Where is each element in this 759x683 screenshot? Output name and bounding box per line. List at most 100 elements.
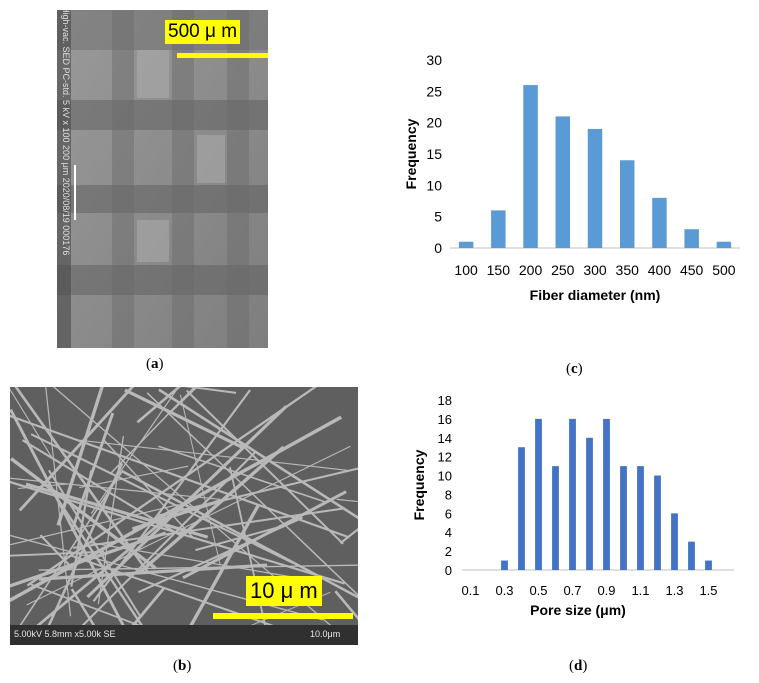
scale-bar-a (177, 53, 268, 58)
bar (637, 466, 644, 570)
sem-image-b: 10 μ m 5.00kV 5.8mm x5.00k SE 10.0μm (10, 387, 358, 645)
bar (688, 541, 695, 570)
bar (518, 447, 525, 570)
y-tick-label: 14 (438, 431, 452, 446)
y-tick-label: 8 (445, 487, 452, 502)
fiber-strand (179, 394, 221, 566)
fiber-strand (146, 392, 358, 597)
bar (671, 513, 678, 570)
fiber-strand (23, 492, 197, 638)
fiber-strand (10, 504, 179, 546)
scale-bar-label-b: 10 μ m (246, 576, 322, 606)
x-tick-label: 350 (616, 262, 640, 278)
x-tick-label: 250 (551, 262, 575, 278)
bar (587, 128, 603, 248)
fiber-strand (26, 445, 351, 606)
fiber-strand (10, 415, 343, 603)
scale-bar-b (213, 613, 353, 619)
bar (654, 475, 661, 570)
bar (555, 116, 571, 249)
y-tick-label: 4 (445, 525, 452, 540)
chart-pore-size: 0 2 4 6 8 10 12 14 16 18 0.1 0.3 0.5 0.7 0.9 1.1 1.3 1.5 P… (411, 393, 734, 618)
fiber-strand (10, 414, 350, 539)
x-tick-label: 0.9 (597, 583, 615, 598)
bar (458, 241, 474, 248)
x-axis-title: Pore size (μm) (530, 602, 626, 618)
fiber-strand (136, 387, 182, 424)
x-axis-title: Fiber diameter (nm) (530, 287, 661, 303)
fiber-strand (38, 564, 358, 571)
bar (535, 418, 542, 570)
caption-d: (d) (569, 658, 588, 674)
fiber-strand (10, 408, 134, 645)
y-tick-label: 6 (445, 506, 452, 521)
fiber-strand (138, 445, 285, 575)
y-axis-title: Frequency (411, 449, 427, 520)
y-tick-label: 25 (426, 83, 442, 99)
y-tick-label: 20 (426, 115, 442, 131)
y-tick-label: 10 (426, 177, 442, 193)
y-tick-label: 10 (438, 469, 452, 484)
fiber-strand (229, 466, 271, 645)
bar (491, 210, 506, 248)
caption-c: (c) (566, 361, 583, 377)
y-tick-label: 12 (438, 450, 452, 465)
x-tick-label: 0.3 (495, 583, 513, 598)
fiber-strand (17, 483, 68, 490)
bar (501, 560, 508, 570)
fiber-strand (121, 469, 358, 599)
bar (603, 418, 610, 570)
fiber-strand (78, 439, 348, 471)
fiber-strand (137, 516, 304, 594)
chart-fiber-diameter: 0 5 10 15 20 25 30 100 150 200 250 300 350 400 450 500 F… (403, 52, 740, 303)
x-tick-label: 400 (648, 262, 672, 278)
sem-b-scale-text: 10.0μm (310, 629, 341, 639)
sem-image-a: High-vac. SED PC-std. 5 kV x 100 200 μm … (57, 10, 268, 348)
sem-image-b-texture (10, 387, 358, 645)
fiber-strand (52, 387, 355, 645)
y-tick-label: 0 (434, 240, 442, 256)
x-tick-label: 450 (680, 262, 704, 278)
bar (523, 85, 538, 248)
bar (619, 160, 635, 248)
x-tick-label: 200 (519, 262, 543, 278)
fiber-strand (184, 387, 237, 394)
sem-b-info-text: 5.00kV 5.8mm x5.00k SE (14, 629, 116, 639)
x-tick-label: 1.5 (699, 583, 717, 598)
fiber-strand (14, 387, 149, 573)
y-tick-label: 2 (445, 544, 452, 559)
bar (552, 466, 559, 570)
scale-bar-label-a: 500 μ m (165, 20, 241, 44)
bar (684, 229, 699, 248)
caption-a: (a) (146, 356, 164, 372)
fiber-strand (334, 590, 358, 621)
bar (586, 437, 593, 570)
y-axis-title: Frequency (403, 118, 419, 189)
x-tick-label: 0.5 (529, 583, 547, 598)
x-tick-label: 500 (712, 262, 736, 278)
fiber-strand (89, 541, 307, 580)
bar (705, 560, 712, 570)
fiber-strand (182, 503, 261, 640)
fiber-strand (167, 387, 199, 415)
fiber-strand (195, 524, 287, 552)
bar (620, 466, 627, 570)
bar (716, 241, 732, 248)
fiber-strand (157, 467, 358, 517)
y-tick-label: 0 (445, 563, 452, 578)
x-tick-label: 150 (487, 262, 511, 278)
fiber-strand (10, 477, 221, 500)
sem-image-a-texture (57, 10, 268, 348)
x-tick-label: 1.1 (631, 583, 649, 598)
bar (569, 418, 576, 570)
sem-a-side-text: High-vac. SED PC-std. 5 kV x 100 200 μm … (61, 10, 71, 256)
x-tick-label: 100 (454, 262, 478, 278)
fiber-strand (186, 389, 344, 545)
y-tick-label: 15 (426, 146, 442, 162)
fiber-strand (158, 445, 327, 503)
x-tick-label: 0.1 (461, 583, 479, 598)
fiber-strand (336, 498, 358, 503)
x-tick-label: 1.3 (665, 583, 683, 598)
bar (652, 197, 667, 248)
y-tick-label: 30 (426, 52, 442, 68)
